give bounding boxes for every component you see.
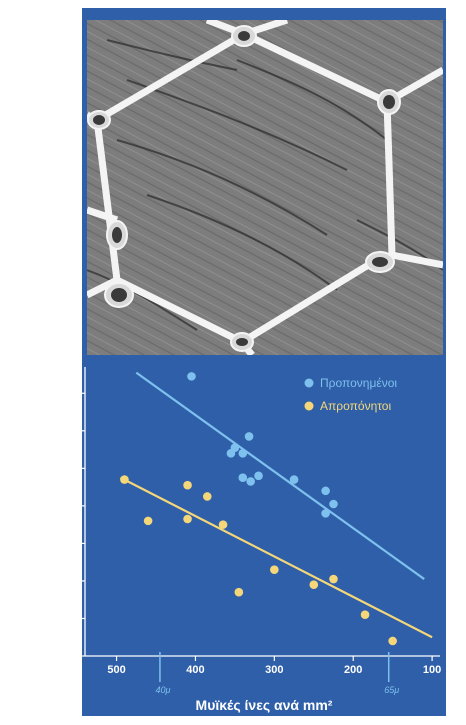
point-untrained	[183, 480, 192, 490]
trend-line-trained	[135, 371, 425, 580]
point-untrained	[388, 636, 397, 646]
point-trained	[254, 471, 263, 481]
scatter-chart: 300 400 500 600 700 800 900 1000 500 400 300 200 10…	[0, 355, 466, 725]
y-axis-label: Τριχοειδή ανά mm²	[23, 448, 39, 575]
data-points	[120, 372, 397, 646]
point-untrained	[218, 520, 228, 529]
x-tick-label: 300	[265, 664, 283, 676]
point-untrained	[309, 580, 319, 589]
chart-svg: 300 400 500 600 700 800 900 1000 500 400 300 200 10…	[23, 367, 441, 713]
x-tick-label: 400	[186, 664, 204, 676]
micrograph-image	[87, 20, 443, 355]
x-tick-label: 100	[423, 664, 441, 676]
trend-lines	[119, 371, 433, 639]
point-trained	[187, 372, 196, 381]
point-untrained	[143, 516, 153, 526]
point-trained	[329, 499, 338, 509]
y-tick-label: 900	[59, 426, 77, 438]
point-untrained	[120, 475, 129, 484]
x-markers: 40μ 65μ	[155, 652, 399, 695]
y-tick-label: 400	[59, 613, 77, 625]
point-untrained	[270, 565, 279, 574]
legend-marker-untrained	[304, 401, 314, 411]
capillary-lumens	[93, 31, 395, 346]
legend-label-trained: Προπονημένοι	[320, 376, 397, 390]
capillaries	[87, 25, 401, 352]
point-untrained	[202, 492, 212, 501]
x-tick-label: 500	[107, 664, 125, 676]
point-untrained	[329, 574, 338, 584]
point-trained	[289, 475, 299, 484]
point-trained	[321, 509, 330, 518]
y-tick-label: 800	[59, 463, 77, 475]
point-trained	[230, 443, 240, 452]
point-untrained	[360, 610, 370, 620]
point-trained	[321, 486, 330, 496]
y-tick-label: 600	[59, 538, 77, 550]
point-trained	[238, 449, 248, 458]
trend-line-untrained	[119, 476, 433, 639]
micrograph-svg	[87, 20, 443, 355]
x-marker-label: 65μ	[384, 685, 399, 695]
y-tick-label: 500	[59, 576, 77, 588]
x-axis-label: Μυϊκές ίνες ανά mm²	[196, 697, 333, 713]
y-tick-label: 700	[59, 501, 77, 513]
y-tick-label: 300	[59, 651, 77, 663]
y-ticks: 300 400 500 600 700 800 900 1000	[53, 388, 85, 663]
point-trained	[246, 477, 255, 486]
point-trained	[244, 432, 254, 441]
y-tick-label: 1000	[53, 388, 77, 400]
point-untrained	[234, 587, 244, 597]
legend-label-untrained: Απροπόνητοι	[320, 399, 391, 413]
x-marker-label: 40μ	[155, 685, 170, 695]
legend-marker-trained	[304, 378, 314, 388]
point-untrained	[183, 514, 192, 524]
axes	[84, 367, 440, 657]
legend: Προπονημένοι Απροπόνητοι	[304, 376, 397, 413]
point-trained	[238, 473, 248, 483]
x-tick-label: 200	[344, 664, 362, 676]
x-ticks: 500 400 300 200 100	[107, 656, 441, 676]
